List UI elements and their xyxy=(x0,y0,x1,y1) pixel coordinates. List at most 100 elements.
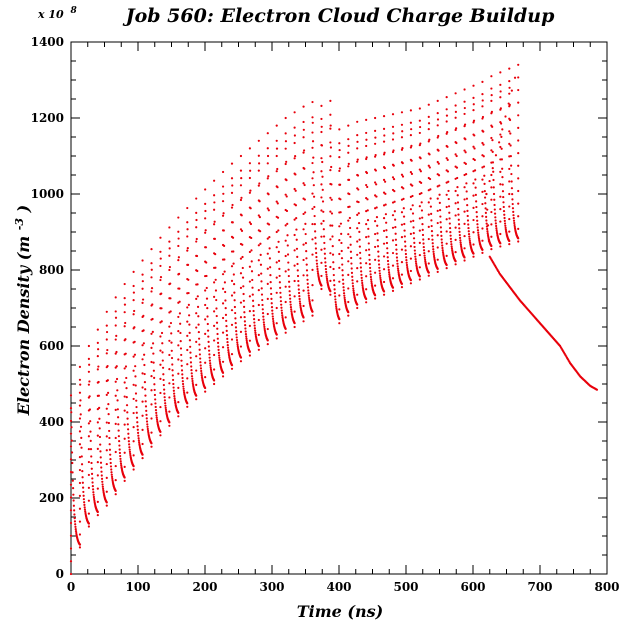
data-point xyxy=(239,345,243,348)
data-point xyxy=(445,242,448,245)
data-point xyxy=(359,257,362,260)
data-point xyxy=(110,468,113,471)
data-point xyxy=(481,141,484,145)
data-point xyxy=(483,190,486,193)
data-point xyxy=(463,222,466,225)
data-point xyxy=(266,177,269,180)
data-point xyxy=(89,448,93,451)
data-point xyxy=(132,313,135,316)
data-point xyxy=(78,543,82,546)
data-point xyxy=(186,391,189,394)
data-point xyxy=(71,479,74,482)
data-point xyxy=(365,118,368,121)
data-point xyxy=(285,195,288,198)
data-point xyxy=(468,237,471,240)
data-point xyxy=(145,420,149,423)
data-point xyxy=(186,363,189,366)
data-point xyxy=(441,251,445,254)
data-point xyxy=(230,367,234,370)
data-point xyxy=(240,177,243,180)
data-point xyxy=(374,297,377,300)
data-point xyxy=(88,395,91,398)
data-point xyxy=(178,312,182,315)
data-point xyxy=(276,186,279,189)
data-point xyxy=(69,560,73,563)
data-point xyxy=(490,186,493,189)
data-point xyxy=(159,434,162,437)
data-point xyxy=(293,126,296,129)
data-point xyxy=(401,130,404,133)
data-point xyxy=(234,322,237,325)
data-point xyxy=(463,256,466,259)
data-point xyxy=(73,513,76,516)
data-point xyxy=(448,222,451,225)
data-point xyxy=(168,325,171,328)
data-point xyxy=(239,301,243,304)
data-point xyxy=(263,323,266,326)
data-point xyxy=(284,239,287,242)
data-point xyxy=(307,292,310,295)
data-point xyxy=(400,173,404,176)
data-point xyxy=(302,274,305,277)
data-point xyxy=(463,112,466,116)
data-point xyxy=(454,226,457,229)
data-point xyxy=(445,254,448,257)
data-point xyxy=(123,303,127,306)
data-point xyxy=(87,525,90,528)
data-point xyxy=(323,252,326,255)
data-point xyxy=(179,331,182,335)
data-point xyxy=(98,406,101,409)
data-point xyxy=(503,222,507,225)
data-point xyxy=(230,279,234,282)
data-point xyxy=(168,424,171,427)
data-point xyxy=(132,383,135,386)
data-point xyxy=(418,278,421,281)
data-point xyxy=(450,240,453,243)
data-point xyxy=(445,157,448,160)
data-point xyxy=(499,96,502,99)
data-point xyxy=(466,209,469,212)
data-point xyxy=(321,188,324,191)
data-point xyxy=(150,248,153,251)
data-point xyxy=(289,300,292,303)
data-point xyxy=(257,154,260,157)
data-point xyxy=(262,321,265,324)
data-point xyxy=(400,273,404,276)
data-point xyxy=(347,311,350,314)
data-point xyxy=(74,525,77,528)
data-point xyxy=(409,269,412,273)
data-point xyxy=(463,149,466,152)
data-point xyxy=(357,200,360,204)
data-point xyxy=(418,205,421,208)
data-point xyxy=(222,212,225,215)
data-point xyxy=(284,193,287,196)
data-point xyxy=(329,155,332,158)
data-point xyxy=(141,386,144,389)
data-point xyxy=(189,345,192,348)
data-point xyxy=(213,237,216,240)
data-point xyxy=(155,414,158,417)
data-point xyxy=(387,263,390,266)
data-point xyxy=(164,404,167,407)
data-point xyxy=(366,198,369,201)
data-point xyxy=(241,276,245,279)
data-point xyxy=(314,242,317,245)
data-point xyxy=(221,331,225,334)
data-point xyxy=(481,190,484,193)
data-point xyxy=(302,151,305,154)
data-point xyxy=(230,338,234,341)
data-point xyxy=(304,222,307,225)
data-point xyxy=(278,274,281,278)
data-point xyxy=(418,131,421,135)
data-point xyxy=(293,157,296,160)
data-point xyxy=(391,264,395,267)
data-point xyxy=(448,217,451,220)
data-point xyxy=(213,194,216,197)
data-point xyxy=(70,426,73,429)
data-point xyxy=(418,168,421,171)
data-point xyxy=(379,276,382,279)
data-point xyxy=(351,279,354,282)
data-point xyxy=(472,96,475,100)
data-point xyxy=(269,281,272,284)
data-point xyxy=(266,132,269,135)
